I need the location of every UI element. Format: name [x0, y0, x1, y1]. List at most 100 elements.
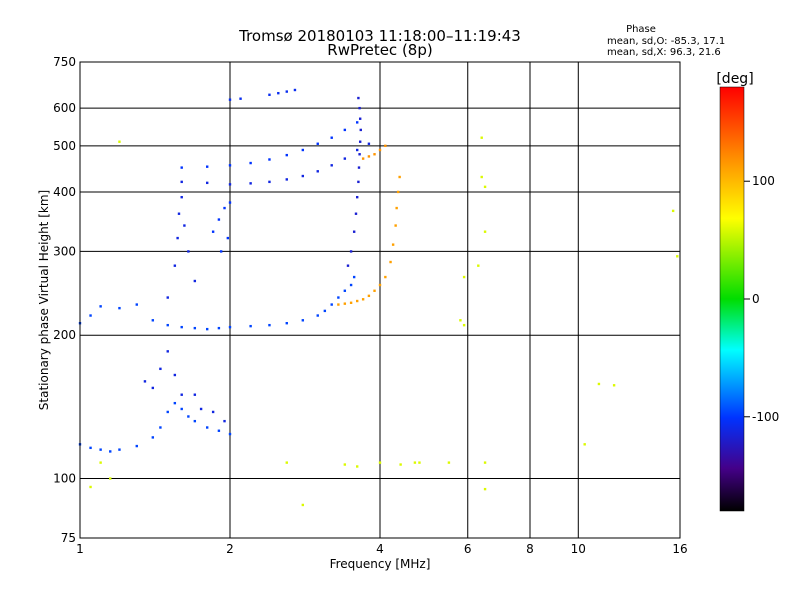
- x-axis-ticks: 1 2 4 6 8 10 16: [76, 542, 687, 556]
- data-point: [180, 393, 183, 396]
- data-point: [223, 206, 226, 210]
- y-tick-label: 750: [53, 55, 76, 69]
- data-point: [343, 128, 347, 132]
- data-point: [384, 144, 387, 148]
- data-point: [398, 175, 401, 179]
- data-point: [109, 477, 112, 480]
- data-point: [193, 419, 197, 423]
- data-point: [285, 321, 288, 325]
- data-point: [211, 230, 215, 233]
- data-point: [135, 303, 138, 306]
- data-point: [151, 436, 155, 439]
- data-point: [187, 415, 190, 418]
- data-point: [352, 275, 356, 279]
- data-point: [180, 195, 183, 199]
- data-point: [193, 393, 197, 396]
- data-point: [384, 275, 387, 279]
- data-point: [483, 185, 487, 189]
- data-point: [249, 324, 252, 328]
- data-point: [217, 218, 221, 221]
- data-point: [418, 461, 421, 464]
- y-tick-label: 75: [61, 531, 76, 545]
- data-point: [187, 250, 190, 253]
- data-point: [285, 178, 288, 181]
- data-point: [226, 236, 230, 240]
- colorbar-tick-label: 100: [752, 174, 775, 188]
- data-point: [228, 183, 232, 186]
- data-point: [166, 296, 169, 299]
- data-point: [151, 386, 155, 390]
- chart-title: Tromsø 20180103 11:18:00–11:19:43: [238, 27, 521, 45]
- data-point: [361, 298, 365, 301]
- data-point: [358, 140, 362, 143]
- colorbar-ticks: 100 0 -100: [744, 174, 779, 424]
- data-point: [135, 444, 138, 448]
- data-point: [367, 294, 371, 298]
- data-point: [346, 264, 350, 267]
- data-point: [180, 325, 183, 329]
- data-point: [285, 461, 288, 464]
- data-point: [394, 224, 397, 227]
- data-point: [357, 180, 360, 184]
- x-axis-label: Frequency [MHz]: [330, 557, 431, 571]
- data-point: [355, 121, 359, 124]
- data-point: [118, 140, 121, 143]
- data-point: [413, 461, 417, 464]
- data-point: [166, 350, 169, 353]
- data-point: [99, 448, 102, 451]
- data-point: [228, 325, 232, 329]
- x-tick-label: 10: [571, 542, 586, 556]
- data-point: [183, 224, 186, 227]
- data-point: [316, 142, 319, 145]
- data-point: [173, 373, 177, 377]
- data-point: [612, 384, 616, 387]
- data-point: [391, 243, 395, 246]
- data-point: [676, 255, 679, 258]
- data-point: [373, 289, 376, 292]
- data-point: [99, 461, 102, 464]
- data-point: [462, 275, 466, 279]
- data-point: [343, 302, 347, 305]
- data-point: [378, 283, 382, 287]
- data-point: [217, 429, 221, 432]
- data-point: [359, 128, 362, 132]
- data-point: [483, 487, 487, 491]
- data-point: [480, 175, 483, 179]
- data-point: [396, 190, 400, 194]
- data-point: [268, 180, 271, 184]
- data-point: [459, 319, 462, 322]
- data-point: [159, 426, 162, 429]
- data-point: [357, 96, 360, 100]
- data-point: [337, 296, 340, 299]
- data-point: [228, 164, 232, 167]
- data-point: [268, 93, 271, 96]
- phase-title: Phase: [626, 24, 656, 35]
- data-point: [583, 443, 586, 446]
- data-point: [223, 419, 226, 423]
- data-point: [355, 195, 359, 199]
- colorbar-tick-label: -100: [752, 410, 779, 424]
- data-point: [330, 136, 333, 139]
- data-point: [211, 410, 215, 414]
- data-point: [293, 88, 297, 92]
- data-point: [228, 98, 232, 101]
- data-point: [343, 289, 347, 292]
- colorbar-tick-label: 0: [752, 292, 760, 306]
- data-point: [249, 182, 252, 185]
- data-point: [217, 326, 221, 330]
- data-point: [367, 155, 371, 158]
- chart-subtitle: RwPretec (8p): [327, 41, 432, 59]
- data-point: [358, 117, 362, 120]
- data-point: [205, 327, 209, 331]
- data-point: [355, 465, 359, 468]
- data-point: [109, 450, 112, 453]
- data-point: [447, 461, 451, 464]
- phase-stats-o: mean, sd,O: -85.3, 17.1: [607, 36, 725, 47]
- data-point: [89, 446, 92, 450]
- data-point: [268, 323, 271, 327]
- data-point: [330, 164, 333, 167]
- data-point: [330, 303, 333, 306]
- y-tick-label: 300: [53, 244, 76, 258]
- data-point: [349, 250, 353, 253]
